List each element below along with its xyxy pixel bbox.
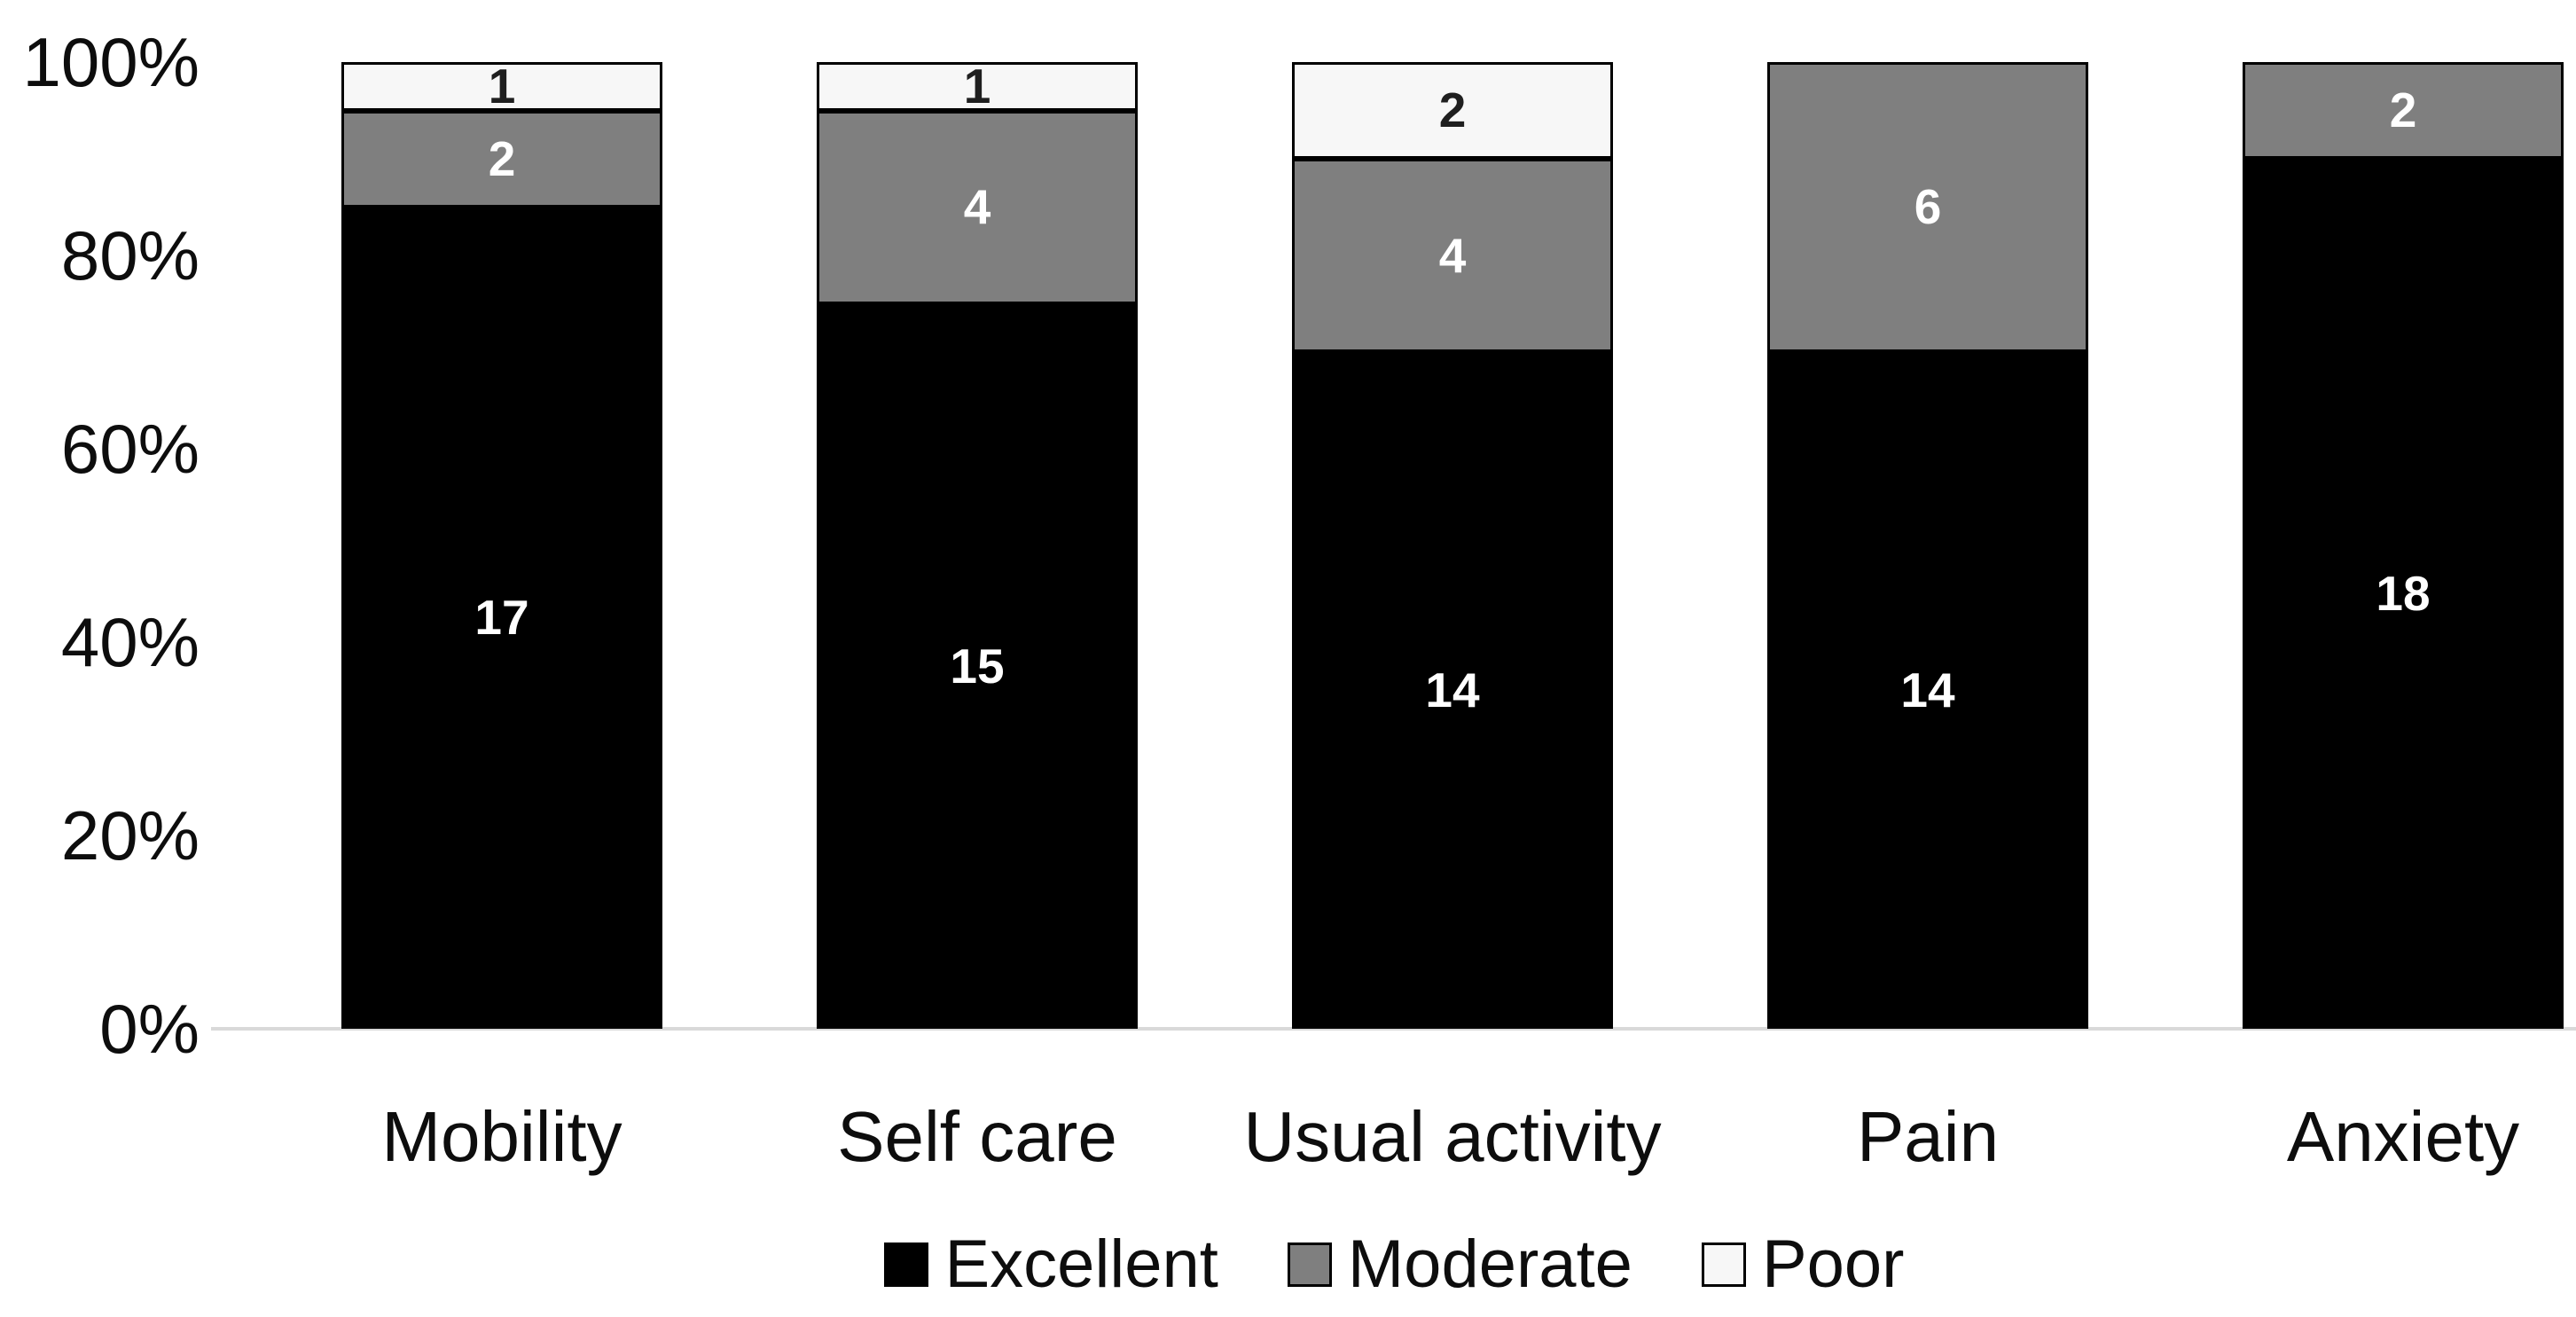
bar-self-care: 15 4 1 [817, 58, 1138, 1029]
y-tick-label: 60% [60, 410, 200, 488]
legend-label: Poor [1761, 1227, 1905, 1302]
data-label: 18 [2376, 566, 2431, 621]
data-label: 14 [1900, 662, 1955, 717]
segment-moderate: 4 [1292, 159, 1613, 352]
legend-item-poor: Poor [1701, 1227, 1905, 1302]
data-label: 15 [950, 638, 1005, 694]
segment-excellent: 14 [1767, 352, 2088, 1029]
segment-excellent: 14 [1292, 352, 1613, 1029]
segment-moderate: 6 [1767, 62, 2088, 352]
y-tick-label: 20% [60, 796, 200, 874]
data-label: 2 [488, 130, 516, 186]
legend-swatch-poor [1701, 1243, 1746, 1287]
category-label: Mobility [381, 1097, 622, 1176]
legend: Excellent Moderate Poor [213, 1222, 2576, 1307]
legend-item-moderate: Moderate [1287, 1227, 1633, 1302]
legend-swatch-moderate [1287, 1243, 1332, 1287]
segment-poor: 1 [341, 58, 662, 114]
data-label: 4 [1438, 227, 1467, 283]
category-label: Pain [1856, 1097, 2000, 1176]
x-axis-line [211, 1027, 2576, 1031]
legend-item-excellent: Excellent [884, 1231, 1218, 1298]
data-label: 2 [2389, 82, 2417, 137]
y-tick-label: 40% [60, 603, 200, 681]
legend-label: Excellent [944, 1227, 1218, 1302]
data-label: 4 [963, 179, 991, 234]
category-label: Anxiety [2286, 1097, 2520, 1176]
segment-poor: 2 [1292, 62, 1613, 159]
segment-poor: 1 [817, 58, 1138, 114]
bar-pain: 14 6 [1767, 62, 2088, 1029]
legend-swatch-excellent [884, 1243, 929, 1287]
segment-moderate: 4 [817, 110, 1138, 304]
category-label: Usual activity [1243, 1097, 1662, 1176]
category-label: Self care [837, 1097, 1117, 1176]
segment-moderate: 2 [2243, 62, 2564, 159]
data-label: 14 [1425, 662, 1480, 717]
y-tick-label: 100% [22, 23, 200, 101]
segment-excellent: 15 [817, 303, 1138, 1029]
data-label: 17 [474, 590, 529, 646]
segment-excellent: 17 [341, 207, 662, 1029]
bar-usual-activity: 14 4 2 [1292, 62, 1613, 1029]
bar-mobility: 17 2 1 [341, 58, 662, 1029]
legend-label: Moderate [1347, 1227, 1633, 1302]
segment-moderate: 2 [341, 110, 662, 208]
data-label: 1 [963, 58, 991, 114]
segment-excellent: 18 [2243, 159, 2564, 1029]
data-label: 1 [488, 58, 516, 114]
bar-anxiety: 18 2 [2243, 62, 2564, 1029]
y-tick-label: 0% [99, 990, 200, 1068]
data-label: 2 [1438, 82, 1467, 137]
data-label: 6 [1914, 179, 1942, 234]
y-tick-label: 80% [60, 216, 200, 294]
